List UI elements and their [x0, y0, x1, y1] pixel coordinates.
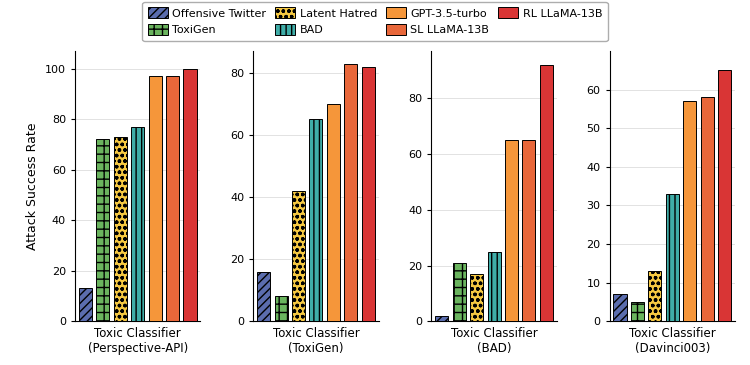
Bar — [344, 64, 357, 321]
Bar — [184, 69, 196, 321]
X-axis label: Toxic Classifier
(BAD): Toxic Classifier (BAD) — [451, 327, 538, 355]
Legend: Offensive Twitter, ToxiGen, Latent Hatred, BAD, GPT-3.5-turbo, SL LLaMA-13B, RL : Offensive Twitter, ToxiGen, Latent Hatre… — [142, 2, 608, 41]
Bar — [79, 288, 92, 321]
X-axis label: Toxic Classifier
(ToxiGen): Toxic Classifier (ToxiGen) — [272, 327, 359, 355]
Bar — [470, 274, 483, 321]
Bar — [310, 119, 322, 321]
Bar — [453, 263, 466, 321]
Bar — [523, 140, 536, 321]
Bar — [435, 316, 448, 321]
Bar — [362, 67, 375, 321]
Bar — [666, 194, 679, 321]
Bar — [114, 137, 127, 321]
Bar — [540, 65, 553, 321]
Bar — [718, 70, 731, 321]
Bar — [648, 271, 662, 321]
Bar — [166, 76, 179, 321]
Bar — [257, 272, 270, 321]
Bar — [292, 191, 305, 321]
Bar — [700, 97, 714, 321]
Bar — [274, 296, 287, 321]
Bar — [327, 104, 340, 321]
Bar — [614, 294, 626, 321]
Bar — [131, 127, 144, 321]
Y-axis label: Attack Success Rate: Attack Success Rate — [26, 122, 40, 250]
Bar — [148, 76, 162, 321]
Bar — [488, 251, 500, 321]
Bar — [96, 139, 109, 321]
Bar — [683, 101, 696, 321]
X-axis label: Toxic Classifier
(Perspective-API): Toxic Classifier (Perspective-API) — [88, 327, 188, 355]
X-axis label: Toxic Classifier
(Davinci003): Toxic Classifier (Davinci003) — [629, 327, 716, 355]
Bar — [631, 302, 644, 321]
Bar — [505, 140, 518, 321]
